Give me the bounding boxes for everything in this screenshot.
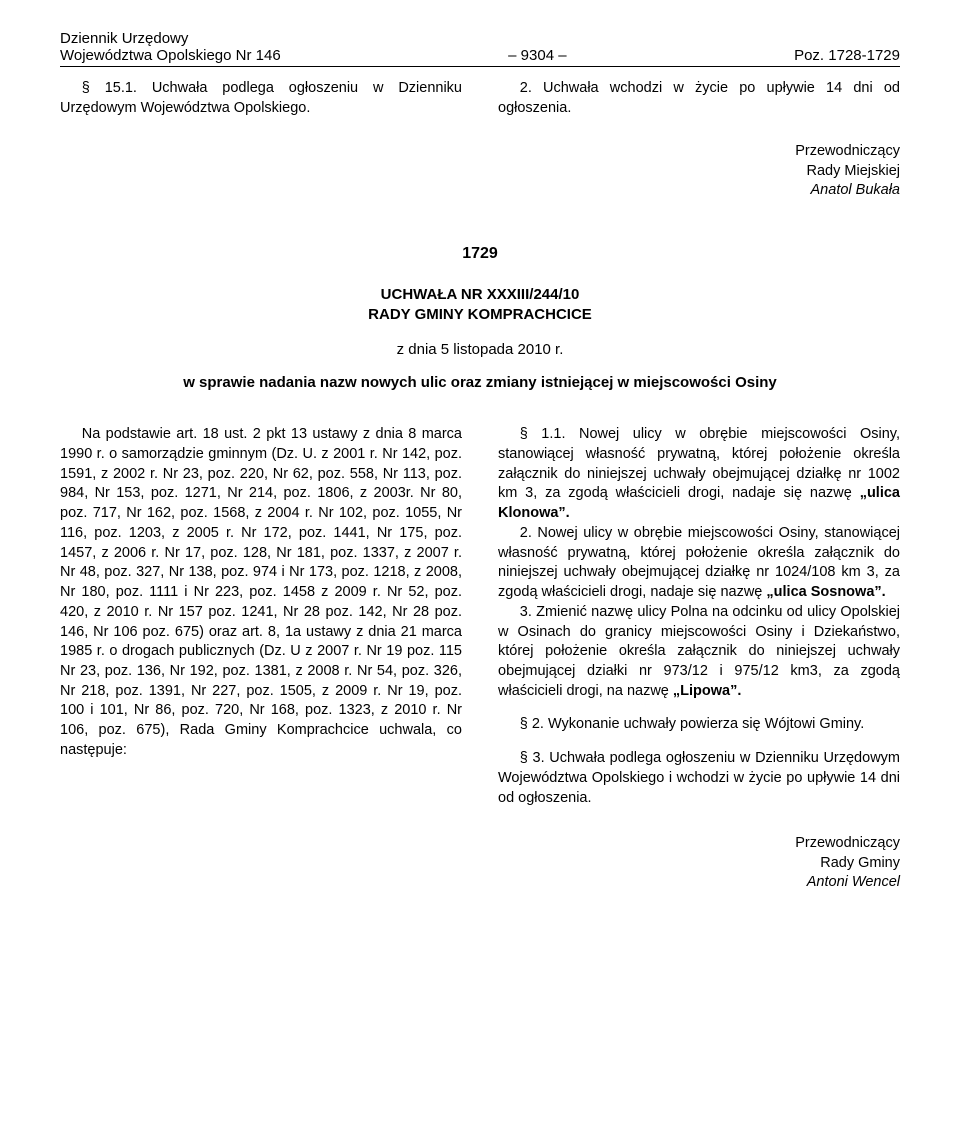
street-name-lipowa: „Lipowa”. (673, 683, 741, 699)
body-row: Na podstawie art. 18 ust. 2 pkt 13 ustaw… (60, 425, 900, 893)
signature-role-2a: Przewodniczący (498, 834, 900, 854)
act-title-line-2: RADY GMINY KOMPRACHCICE (60, 305, 900, 325)
signature-name-1: Anatol Bukała (498, 181, 900, 201)
street-name-sosnowa: „ulica Sosnowa”. (766, 584, 885, 600)
header-page-number: – 9304 – (281, 47, 794, 64)
act-title-line-1: UCHWAŁA NR XXXIII/244/10 (60, 285, 900, 305)
preamble-left-text: § 15.1. Uchwała podlega ogłoszeniu w Dzi… (60, 79, 462, 118)
signature-block-2: Przewodniczący Rady Gminy Antoni Wencel (498, 834, 900, 893)
act-title: UCHWAŁA NR XXXIII/244/10 RADY GMINY KOMP… (60, 285, 900, 326)
preamble-row: § 15.1. Uchwała podlega ogłoszeniu w Dzi… (60, 79, 900, 201)
preamble-right-text: 2. Uchwała wchodzi w życie po upływie 14… (498, 79, 900, 118)
signature-role-1b: Rady Miejskiej (498, 162, 900, 182)
header-line-2: Województwa Opolskiego Nr 146 – 9304 – P… (60, 47, 900, 67)
signature-role-1a: Przewodniczący (498, 142, 900, 162)
body-left-text: Na podstawie art. 18 ust. 2 pkt 13 ustaw… (60, 425, 462, 760)
body-right-p4: § 2. Wykonanie uchwały powierza się Wójt… (498, 715, 900, 735)
body-right-p1-text: § 1.1. Nowej ulicy w obrębie miejscowośc… (498, 426, 900, 501)
signature-block-1: Przewodniczący Rady Miejskiej Anatol Buk… (498, 142, 900, 201)
body-left-col: Na podstawie art. 18 ust. 2 pkt 13 ustaw… (60, 425, 462, 893)
body-right-col: § 1.1. Nowej ulicy w obrębie miejscowośc… (498, 425, 900, 893)
preamble-right-col: 2. Uchwała wchodzi w życie po upływie 14… (498, 79, 900, 201)
signature-role-2b: Rady Gminy (498, 854, 900, 874)
body-right-p1: § 1.1. Nowej ulicy w obrębie miejscowośc… (498, 425, 900, 524)
header-issuer: Województwa Opolskiego Nr 146 (60, 47, 281, 64)
document-header: Dziennik Urzędowy Województwa Opolskiego… (60, 30, 900, 67)
body-right-p2: 2. Nowej ulicy w obrębie miejscowości Os… (498, 524, 900, 603)
header-line-1: Dziennik Urzędowy (60, 30, 900, 47)
body-right-p3: 3. Zmienić nazwę ulicy Polna na odcinku … (498, 603, 900, 702)
preamble-left-col: § 15.1. Uchwała podlega ogłoszeniu w Dzi… (60, 79, 462, 201)
header-position: Poz. 1728-1729 (794, 47, 900, 64)
act-date: z dnia 5 listopada 2010 r. (60, 341, 900, 358)
act-subject: w sprawie nadania nazw nowych ulic oraz … (60, 374, 900, 391)
body-right-p5: § 3. Uchwała podlega ogłoszeniu w Dzienn… (498, 749, 900, 808)
act-number: 1729 (60, 245, 900, 263)
signature-name-2: Antoni Wencel (498, 873, 900, 893)
